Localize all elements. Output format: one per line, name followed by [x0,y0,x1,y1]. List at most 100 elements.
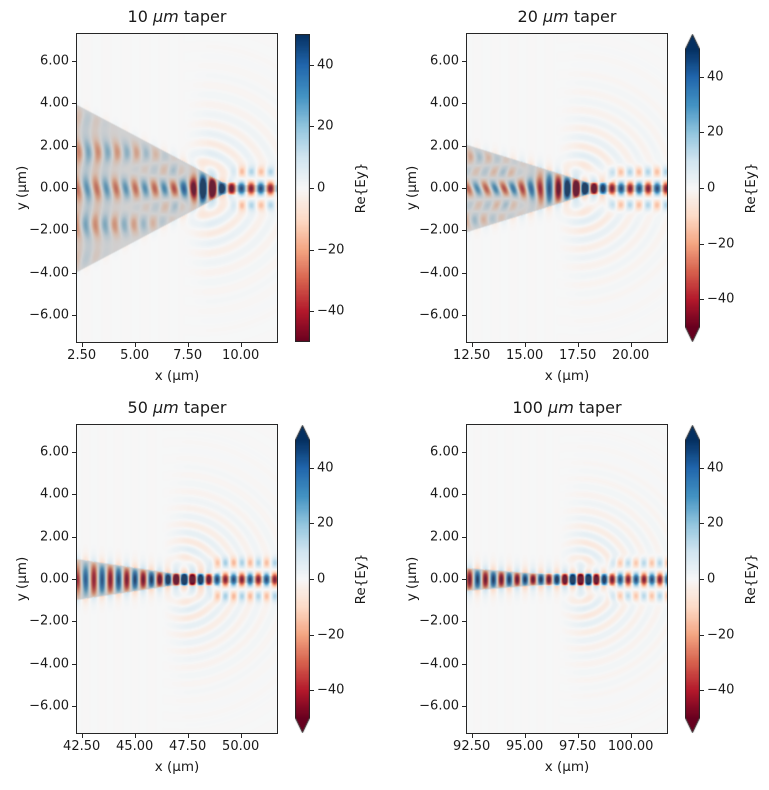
x-tick-mark [187,734,189,738]
x-tick-label: 17.50 [559,348,597,363]
y-tick-mark [462,272,466,274]
y-tick-mark [72,188,76,189]
y-tick-mark [462,663,466,665]
x-tick-mark [81,734,83,738]
title-mu-units: μm [542,7,569,26]
x-tick-label: 5.00 [120,348,150,363]
colorbar-tick-mark [700,634,704,636]
title-word: taper [568,7,617,26]
x-tick-mark [240,734,242,738]
y-tick-mark [72,60,76,62]
colorbar-tick-label: 0 [317,571,326,587]
x-tick-label: 12.50 [453,348,491,363]
colorbar-tick-mark [310,311,314,313]
y-tick-label: −2.00 [29,222,69,238]
y-tick-mark [462,230,466,232]
panel-title: 10 μm taper [77,7,277,26]
y-tick-label: 2.00 [40,138,69,154]
title-word: taper [573,398,622,417]
y-tick-label: 6.00 [430,53,459,69]
colorbar-tick-label: 40 [317,57,334,73]
colorbar-tick-mark [310,634,314,636]
colorbar-tick-mark [700,188,704,189]
colorbar-tick-mark [310,690,314,692]
y-tick-mark [462,60,466,62]
x-tick-label: 15.00 [506,348,544,363]
colorbar-label: Re{Ey} [353,553,369,605]
y-tick-label: −6.00 [419,307,459,323]
colorbar-tick-label: 20 [317,118,334,134]
y-tick-mark [462,451,466,453]
colorbar [295,34,310,342]
x-tick-mark [187,343,189,347]
field-heatmap-canvas [77,425,277,733]
y-tick-mark [462,494,466,496]
y-tick-mark [72,272,76,274]
panel-title: 50 μm taper [77,398,277,417]
x-tick-mark [134,734,136,738]
colorbar-gradient-canvas [685,34,700,342]
colorbar-tick-label: −20 [317,627,345,643]
y-tick-label: −6.00 [29,307,69,323]
y-tick-mark [72,494,76,496]
title-mu-units: μm [152,398,179,417]
x-tick-mark [471,734,473,738]
x-tick-label: 10.00 [222,348,260,363]
y-tick-label: −6.00 [29,698,69,714]
x-tick-label: 95.00 [506,739,544,754]
colorbar-tick-label: 0 [317,180,326,196]
y-tick-mark [462,145,466,147]
y-tick-label: −4.00 [419,656,459,672]
colorbar-tick-label: −40 [317,682,345,698]
y-axis-label: y (μm) [404,556,420,602]
title-number: 100 [512,398,549,417]
colorbar-tick-label: −20 [317,242,345,258]
y-tick-mark [462,706,466,708]
colorbar-tick-mark [700,243,704,245]
x-tick-label: 42.50 [63,739,101,754]
y-tick-label: 0.00 [40,571,69,587]
title-mu-units: μm [152,7,179,26]
colorbar [685,34,700,342]
colorbar-tick-mark [310,523,314,525]
y-tick-label: 2.00 [40,529,69,545]
x-tick-label: 97.50 [559,739,597,754]
y-tick-label: 6.00 [40,444,69,460]
title-number: 10 [127,7,153,26]
x-axis-label: x (μm) [154,759,200,775]
y-tick-mark [72,145,76,147]
field-heatmap-canvas [467,425,667,733]
colorbar-tick-label: 20 [707,124,724,140]
x-tick-mark [577,734,579,738]
colorbar-label: Re{Ey} [743,553,759,605]
colorbar-tick-label: −40 [317,303,345,319]
plot-frame [76,424,278,734]
y-tick-mark [72,663,76,665]
panel-title: 100 μm taper [467,398,667,417]
x-tick-mark [630,343,632,347]
y-tick-mark [462,621,466,623]
y-tick-label: −2.00 [419,613,459,629]
y-tick-label: −2.00 [419,222,459,238]
colorbar-tick-label: 40 [317,460,334,476]
colorbar-gradient-canvas [295,425,310,733]
y-tick-mark [72,103,76,105]
y-tick-mark [72,230,76,232]
x-tick-mark [471,343,473,347]
y-tick-label: 2.00 [430,138,459,154]
x-tick-mark [577,343,579,347]
colorbar-tick-label: 40 [707,69,724,85]
x-tick-mark [240,343,242,347]
x-tick-label: 7.50 [173,348,203,363]
colorbar-tick-mark [700,132,704,134]
colorbar-tick-mark [700,579,704,580]
y-tick-mark [462,315,466,317]
colorbar-tick-label: 40 [707,460,724,476]
x-tick-label: 92.50 [453,739,491,754]
colorbar-tick-label: 0 [707,571,716,587]
plot-frame [466,424,668,734]
x-tick-label: 100.00 [607,739,654,754]
